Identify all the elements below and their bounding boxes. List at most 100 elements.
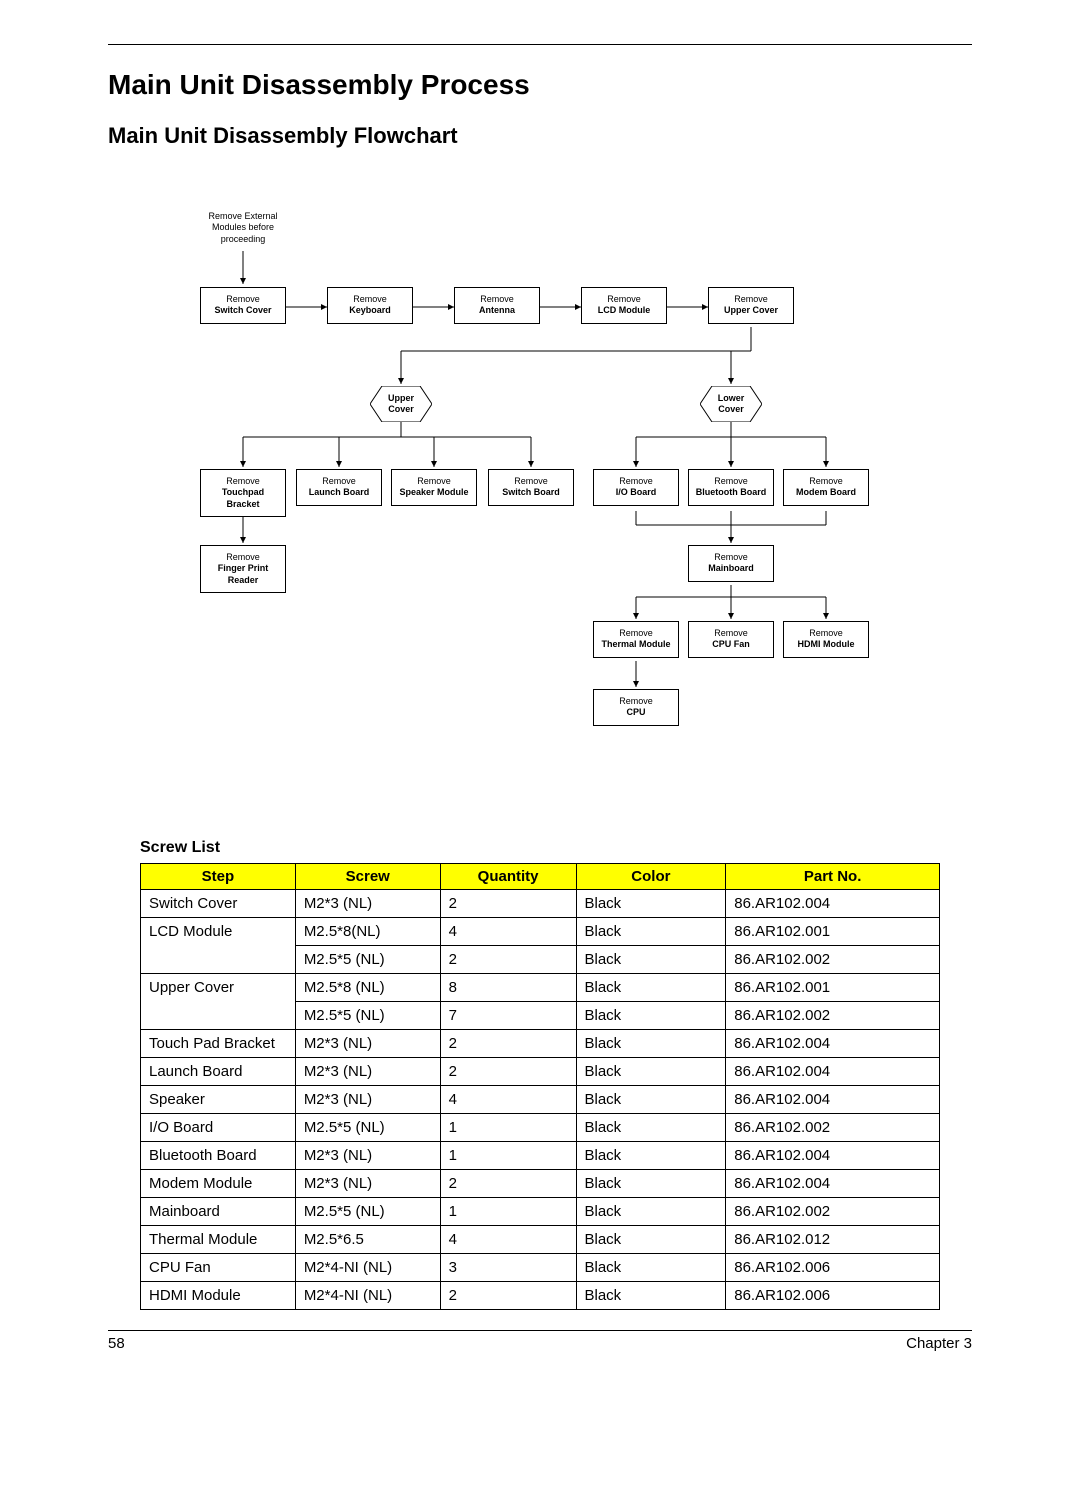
table-cell: M2.5*6.5	[295, 1226, 440, 1254]
table-cell: M2*3 (NL)	[295, 1170, 440, 1198]
table-cell: Black	[576, 1170, 726, 1198]
flow-cpu-fan: RemoveCPU Fan	[688, 621, 774, 658]
flow-cpu: RemoveCPU	[593, 689, 679, 726]
table-cell: 3	[440, 1254, 576, 1282]
table-cell: Black	[576, 1002, 726, 1030]
flow-bluetooth-board: RemoveBluetooth Board	[688, 469, 774, 506]
screw-list-title: Screw List	[140, 839, 972, 857]
table-cell: 86.AR102.001	[726, 918, 940, 946]
page-subtitle: Main Unit Disassembly Flowchart	[108, 123, 972, 149]
table-cell: 2	[440, 1282, 576, 1310]
table-cell: 2	[440, 1030, 576, 1058]
flow-speaker-module: RemoveSpeaker Module	[391, 469, 477, 506]
table-cell: LCD Module	[141, 918, 296, 946]
table-cell: 4	[440, 918, 576, 946]
flow-upper-cover: RemoveUpper Cover	[708, 287, 794, 324]
table-cell: M2*3 (NL)	[295, 1058, 440, 1086]
flow-keyboard: RemoveKeyboard	[327, 287, 413, 324]
table-cell: Bluetooth Board	[141, 1142, 296, 1170]
table-cell: Black	[576, 1030, 726, 1058]
table-cell: M2*4-NI (NL)	[295, 1254, 440, 1282]
table-cell: 86.AR102.001	[726, 974, 940, 1002]
table-cell: Black	[576, 1058, 726, 1086]
table-cell	[141, 946, 296, 974]
page-title: Main Unit Disassembly Process	[108, 69, 972, 101]
screw-table: Step Screw Quantity Color Part No. Switc…	[140, 863, 940, 1310]
table-cell: 2	[440, 1058, 576, 1086]
table-cell: M2.5*8 (NL)	[295, 974, 440, 1002]
table-cell: 86.AR102.006	[726, 1282, 940, 1310]
table-cell: 86.AR102.004	[726, 1058, 940, 1086]
table-cell: Mainboard	[141, 1198, 296, 1226]
flow-lcd-module: RemoveLCD Module	[581, 287, 667, 324]
table-cell: 86.AR102.002	[726, 1198, 940, 1226]
table-cell: 86.AR102.004	[726, 1170, 940, 1198]
table-cell: M2*3 (NL)	[295, 1030, 440, 1058]
table-cell: Upper Cover	[141, 974, 296, 1002]
table-cell: 86.AR102.004	[726, 890, 940, 918]
table-cell: Black	[576, 1254, 726, 1282]
table-cell: M2.5*8(NL)	[295, 918, 440, 946]
table-cell: 8	[440, 974, 576, 1002]
hex-lower-cover: LowerCover	[700, 386, 762, 422]
table-cell: HDMI Module	[141, 1282, 296, 1310]
table-cell: M2*3 (NL)	[295, 890, 440, 918]
table-cell: Black	[576, 1086, 726, 1114]
page-number: 58	[108, 1335, 125, 1352]
flow-switch-board: RemoveSwitch Board	[488, 469, 574, 506]
flow-switch-cover: RemoveSwitch Cover	[200, 287, 286, 324]
flowchart: Remove External Modules before proceedin…	[108, 189, 972, 809]
table-cell: Speaker	[141, 1086, 296, 1114]
table-cell: 2	[440, 1170, 576, 1198]
table-cell: Thermal Module	[141, 1226, 296, 1254]
flow-launch-board: RemoveLaunch Board	[296, 469, 382, 506]
table-cell: Black	[576, 890, 726, 918]
hex-upper-cover: UpperCover	[370, 386, 432, 422]
table-cell: 2	[440, 946, 576, 974]
table-cell: M2*4-NI (NL)	[295, 1282, 440, 1310]
chapter-label: Chapter 3	[906, 1335, 972, 1352]
table-cell: Black	[576, 1142, 726, 1170]
th-color: Color	[576, 864, 726, 890]
table-cell: 4	[440, 1086, 576, 1114]
table-cell: Black	[576, 1198, 726, 1226]
flow-touchpad-bracket: RemoveTouchpadBracket	[200, 469, 286, 517]
table-cell: 7	[440, 1002, 576, 1030]
table-cell: Launch Board	[141, 1058, 296, 1086]
table-cell: 86.AR102.004	[726, 1030, 940, 1058]
table-cell: M2.5*5 (NL)	[295, 1002, 440, 1030]
table-cell: 86.AR102.002	[726, 946, 940, 974]
table-cell: 86.AR102.004	[726, 1086, 940, 1114]
flow-mainboard: RemoveMainboard	[688, 545, 774, 582]
table-cell: M2.5*5 (NL)	[295, 946, 440, 974]
flow-fingerprint-reader: RemoveFinger PrintReader	[200, 545, 286, 593]
flow-thermal-module: RemoveThermal Module	[593, 621, 679, 658]
table-cell: M2*3 (NL)	[295, 1142, 440, 1170]
flow-antenna: RemoveAntenna	[454, 287, 540, 324]
table-cell: 86.AR102.002	[726, 1114, 940, 1142]
table-cell: Black	[576, 1226, 726, 1254]
table-cell: Black	[576, 1114, 726, 1142]
th-step: Step	[141, 864, 296, 890]
flow-modem-board: RemoveModem Board	[783, 469, 869, 506]
table-cell: 86.AR102.006	[726, 1254, 940, 1282]
table-cell: 2	[440, 890, 576, 918]
table-cell	[141, 1002, 296, 1030]
table-cell: Black	[576, 946, 726, 974]
table-cell: 1	[440, 1114, 576, 1142]
table-cell: I/O Board	[141, 1114, 296, 1142]
table-cell: Switch Cover	[141, 890, 296, 918]
table-cell: Touch Pad Bracket	[141, 1030, 296, 1058]
th-quantity: Quantity	[440, 864, 576, 890]
table-cell: M2.5*5 (NL)	[295, 1198, 440, 1226]
table-cell: M2.5*5 (NL)	[295, 1114, 440, 1142]
table-cell: 4	[440, 1226, 576, 1254]
table-cell: CPU Fan	[141, 1254, 296, 1282]
table-cell: Black	[576, 1282, 726, 1310]
table-cell: 86.AR102.012	[726, 1226, 940, 1254]
table-cell: 1	[440, 1198, 576, 1226]
table-cell: 1	[440, 1142, 576, 1170]
table-cell: 86.AR102.004	[726, 1142, 940, 1170]
flow-io-board: RemoveI/O Board	[593, 469, 679, 506]
table-cell: 86.AR102.002	[726, 1002, 940, 1030]
